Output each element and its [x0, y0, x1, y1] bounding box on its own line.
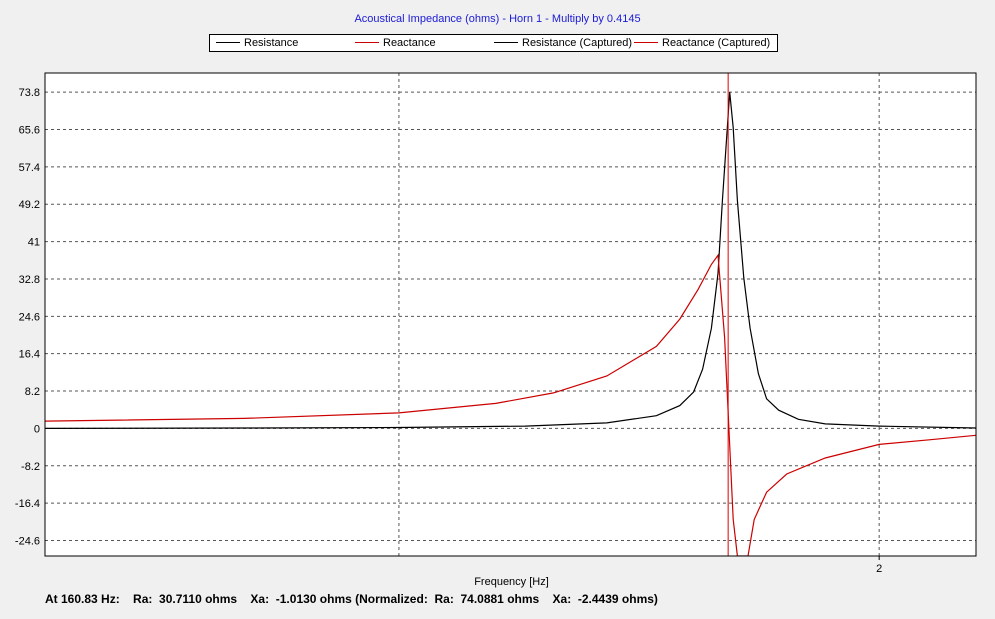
series-line-reactance: [45, 253, 976, 556]
chart-title: Acoustical Impedance (ohms) - Horn 1 - M…: [354, 13, 641, 25]
y-tick-label: 41: [28, 237, 40, 249]
x-axis-label: Frequency [Hz]: [474, 576, 549, 588]
legend-item-resistance: Resistance: [216, 35, 298, 51]
y-tick-label: 57.4: [19, 162, 40, 174]
y-tick-label: -16.4: [15, 498, 40, 510]
legend-item-reactance-captured: Reactance (Captured): [634, 35, 770, 51]
y-tick-label: 24.6: [19, 311, 40, 323]
cursor-readout: At 160.83 Hz: Ra: 30.7110 ohms Xa: -1.01…: [45, 592, 658, 606]
legend-label-reactance: Reactance: [383, 37, 436, 49]
legend-swatch-reactance-captured: [634, 41, 658, 43]
legend: Resistance Reactance Resistance (Capture…: [209, 34, 778, 52]
y-tick-label: -8.2: [21, 461, 40, 473]
y-tick-label: 0: [34, 423, 40, 435]
legend-item-resistance-captured: Resistance (Captured): [494, 35, 632, 51]
y-tick-label: 65.6: [19, 125, 40, 137]
y-tick-label: 49.2: [19, 199, 40, 211]
legend-label-resistance-captured: Resistance (Captured): [522, 37, 633, 49]
y-tick-label: 8.2: [25, 386, 40, 398]
legend-label-reactance-captured: Reactance (Captured): [662, 37, 771, 49]
legend-item-reactance: Reactance: [355, 35, 436, 51]
y-tick-label: -24.6: [15, 536, 40, 548]
x-tick-label: 2: [876, 563, 882, 575]
y-tick-label: 16.4: [19, 349, 40, 361]
plot-frame: [44, 72, 977, 557]
y-tick-label: 32.8: [19, 274, 40, 286]
series-line-resistance: [45, 92, 976, 429]
y-tick-label: 73.8: [19, 87, 40, 99]
legend-swatch-resistance-captured: [494, 41, 518, 43]
plot-area: [45, 73, 976, 556]
legend-swatch-reactance: [355, 41, 379, 43]
legend-swatch-resistance: [216, 41, 240, 43]
legend-label-resistance: Resistance: [244, 37, 299, 49]
